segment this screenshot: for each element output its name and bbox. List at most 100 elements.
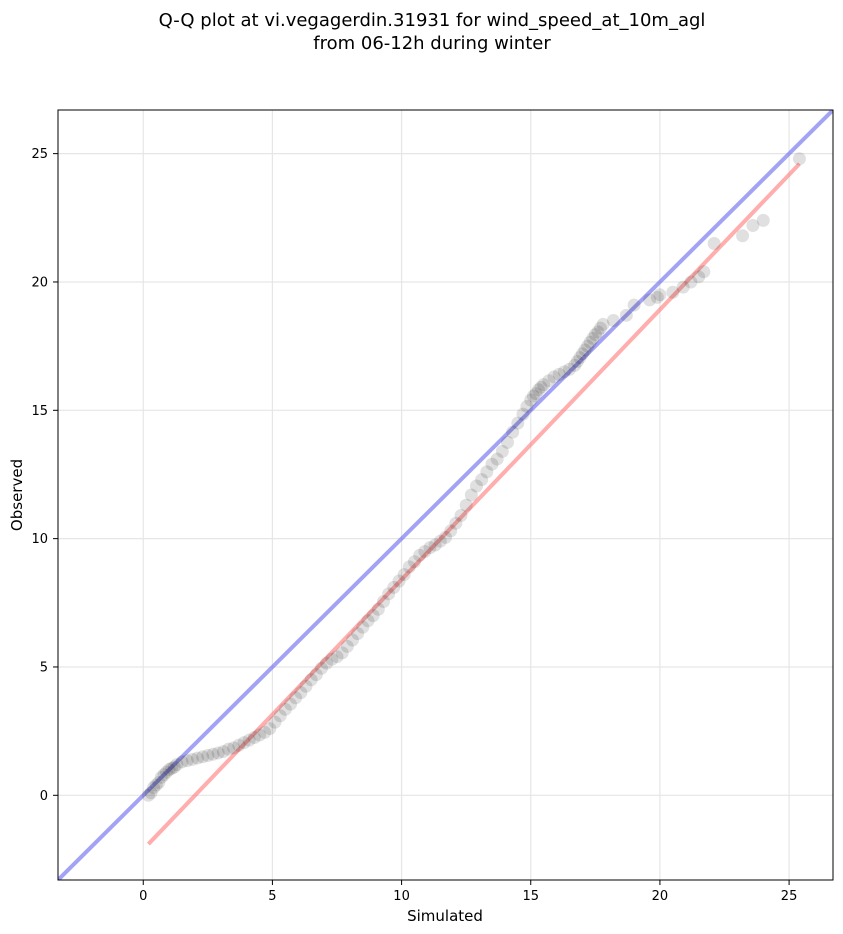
data-point [650, 290, 664, 304]
data-point [485, 457, 499, 471]
x-tick-label: 5 [268, 889, 276, 904]
data-point [356, 620, 370, 634]
x-tick-label: 0 [139, 889, 147, 904]
x-tick-label: 20 [652, 889, 669, 904]
data-point [697, 265, 711, 279]
data-point [175, 755, 189, 769]
data-point [278, 702, 292, 716]
data-point [268, 715, 282, 729]
data-point [563, 362, 576, 376]
data-point [583, 335, 597, 349]
y-tick-label: 0 [40, 789, 48, 804]
reference-lines [58, 110, 833, 880]
y-tick-label: 20 [31, 275, 48, 290]
data-point [475, 473, 489, 487]
data-point [141, 788, 155, 802]
y-tick-label: 15 [31, 404, 48, 419]
data-point [346, 633, 359, 647]
data-point [408, 555, 421, 569]
x-axis-label: Simulated [407, 907, 483, 925]
data-point [490, 452, 504, 466]
data-point [299, 679, 313, 693]
data-point [170, 758, 184, 771]
data-point [547, 370, 561, 384]
data-point [154, 770, 168, 784]
plot-frame [57, 109, 834, 881]
data-point [464, 488, 478, 502]
data-point [201, 749, 215, 763]
data-point [575, 347, 589, 361]
identity-line [58, 110, 833, 880]
data-point [573, 351, 587, 365]
data-point [449, 516, 463, 530]
data-point [294, 686, 308, 700]
data-point [247, 731, 261, 745]
data-point [792, 152, 806, 166]
data-point [196, 750, 210, 764]
data-point [162, 763, 176, 777]
data-point [578, 343, 592, 357]
data-point [433, 534, 447, 548]
data-point [495, 444, 509, 458]
data-point [191, 751, 204, 765]
data-point [149, 778, 163, 792]
data-point [253, 728, 266, 742]
data-point [242, 733, 256, 747]
data-point [594, 321, 607, 335]
data-point [273, 709, 287, 723]
data-point [211, 746, 225, 760]
data-point [289, 691, 303, 705]
data-point [160, 765, 173, 779]
data-point [263, 722, 277, 736]
data-point [402, 560, 416, 574]
data-point [185, 752, 199, 766]
data-point [351, 627, 365, 641]
data-point [520, 399, 534, 413]
data-point [619, 308, 633, 322]
data-point [315, 661, 328, 675]
data-point [736, 229, 750, 243]
data-point [586, 331, 600, 345]
data-point [692, 270, 706, 284]
data-point [676, 280, 690, 294]
data-point [361, 614, 375, 628]
data-point [568, 358, 582, 372]
data-point [371, 602, 385, 616]
data-point [392, 574, 406, 588]
data-point [444, 524, 458, 538]
x-tick-label: 25 [781, 889, 798, 904]
data-point [581, 339, 595, 353]
grid [58, 110, 833, 880]
data-points [141, 152, 806, 802]
data-point [340, 639, 354, 653]
data-point [516, 407, 530, 421]
data-point [653, 288, 667, 302]
data-point [666, 285, 680, 299]
data-point [377, 595, 390, 609]
data-point [627, 298, 641, 312]
data-point [534, 380, 548, 394]
y-tick-label: 10 [31, 532, 48, 547]
data-point [588, 328, 602, 342]
data-point [418, 544, 432, 558]
data-point [180, 754, 194, 768]
data-point [532, 383, 545, 397]
data-point [144, 786, 158, 800]
data-point [428, 538, 442, 552]
data-point [459, 498, 473, 512]
data-point [325, 652, 339, 666]
data-point [596, 317, 610, 331]
data-point [335, 646, 349, 660]
data-point [366, 609, 380, 623]
data-point [707, 236, 721, 250]
data-point [542, 374, 556, 388]
y-tick-label: 25 [31, 147, 48, 162]
data-point [552, 367, 566, 381]
y-axis-label: Observed [8, 459, 26, 531]
data-point [284, 697, 297, 711]
data-point [591, 325, 605, 339]
data-point [506, 425, 520, 439]
x-tick-label: 10 [393, 889, 410, 904]
data-point [320, 656, 334, 670]
